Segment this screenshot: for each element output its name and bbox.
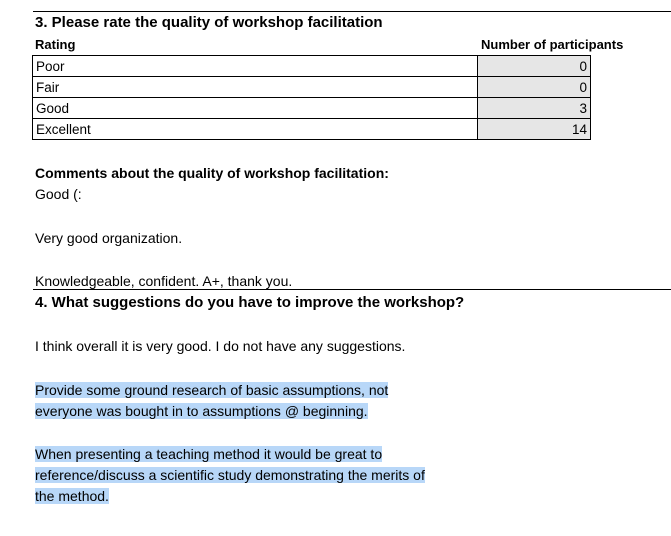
rating-table: Poor 0 Fair 0 Good 3 Excellent 14 <box>32 55 591 140</box>
rating-label: Excellent <box>32 118 478 140</box>
section-divider-top <box>33 11 671 12</box>
participant-count: 3 <box>477 97 591 119</box>
participant-count: 0 <box>477 55 591 77</box>
table-row: Good 3 <box>32 97 591 119</box>
participant-count: 14 <box>477 118 591 140</box>
table-row: Fair 0 <box>32 76 591 98</box>
suggestion-line: reference/discuss a scientific study dem… <box>35 467 425 483</box>
comment-item: Good (: <box>35 186 82 202</box>
rating-column-header: Rating <box>35 37 76 52</box>
participants-column-header: Number of participants <box>481 37 624 52</box>
suggestion-item: I think overall it is very good. I do no… <box>35 338 405 354</box>
section-divider <box>33 289 671 290</box>
table-row: Excellent 14 <box>32 118 591 140</box>
question-3-title: 3. Please rate the quality of workshop f… <box>35 14 383 31</box>
participant-count: 0 <box>477 76 591 98</box>
rating-label: Fair <box>32 76 478 98</box>
comment-item: Very good organization. <box>35 230 183 246</box>
suggestion-line: the method. <box>35 488 109 504</box>
rating-label: Poor <box>32 55 478 77</box>
suggestion-item: Provide some ground research of basic as… <box>35 380 389 422</box>
suggestion-line: When presenting a teaching method it wou… <box>35 446 383 462</box>
rating-label: Good <box>32 97 478 119</box>
suggestion-line: Provide some ground research of basic as… <box>35 382 389 398</box>
comments-heading: Comments about the quality of workshop f… <box>35 165 389 181</box>
question-4-title: 4. What suggestions do you have to impro… <box>35 294 465 311</box>
comment-item: Knowledgeable, confident. A+, thank you. <box>35 273 293 289</box>
table-row: Poor 0 <box>32 55 591 77</box>
suggestion-item: When presenting a teaching method it wou… <box>35 444 425 507</box>
suggestion-line: everyone was bought in to assumptions @ … <box>35 403 368 419</box>
suggestion-line: I think overall it is very good. I do no… <box>35 338 406 354</box>
